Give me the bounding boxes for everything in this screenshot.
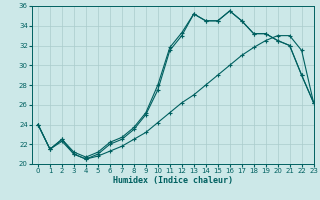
X-axis label: Humidex (Indice chaleur): Humidex (Indice chaleur) bbox=[113, 176, 233, 185]
